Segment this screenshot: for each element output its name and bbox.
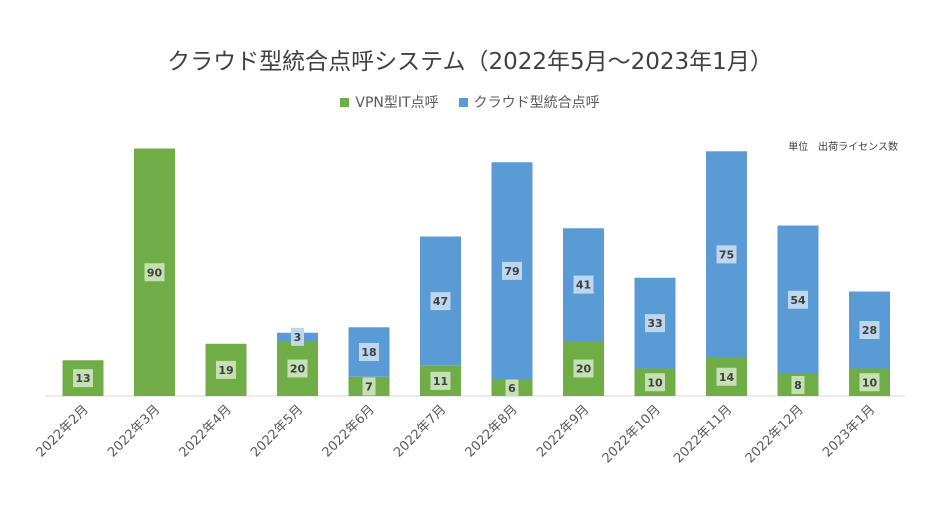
x-tick-label-11: 2023年1月 <box>820 402 878 460</box>
x-tick-label-8: 2022年10月 <box>600 402 664 466</box>
data-label-bg-vpn-4 <box>362 377 376 396</box>
legend-item-vpn: VPN型IT点呼 <box>340 92 439 112</box>
x-tick-label-0: 2022年2月 <box>34 402 92 460</box>
data-label-bg-cloud-7 <box>573 275 594 294</box>
data-label-bg-vpn-10 <box>791 376 805 394</box>
data-label-bg-vpn-11 <box>859 373 880 392</box>
data-label-vpn-9: 14 <box>719 371 735 384</box>
data-label-bg-vpn-2 <box>216 360 236 379</box>
x-tick-label-10: 2022年12月 <box>743 402 807 466</box>
data-label-bg-cloud-6 <box>502 261 522 280</box>
data-label-cloud-6: 79 <box>504 265 519 278</box>
data-label-bg-vpn-7 <box>573 359 594 378</box>
data-label-bg-vpn-1 <box>144 263 165 282</box>
data-label-vpn-7: 20 <box>576 363 592 376</box>
data-label-bg-vpn-8 <box>645 373 665 392</box>
data-label-bg-cloud-8 <box>645 314 665 333</box>
data-label-vpn-11: 10 <box>862 376 878 389</box>
data-label-bg-cloud-4 <box>359 343 379 361</box>
data-label-vpn-0: 13 <box>75 372 90 385</box>
data-label-vpn-8: 10 <box>647 376 663 389</box>
chart-title: クラウド型統合点呼システム（2022年5月～2023年1月） <box>167 49 773 75</box>
legend-swatch-cloud <box>458 97 468 107</box>
data-label-cloud-3: 3 <box>294 331 302 344</box>
data-label-bg-cloud-10 <box>788 290 808 309</box>
data-label-bg-vpn-5 <box>430 371 451 390</box>
data-label-cloud-4: 18 <box>361 346 376 359</box>
data-label-cloud-11: 28 <box>862 324 877 337</box>
data-label-cloud-9: 75 <box>719 248 734 261</box>
data-label-bg-vpn-9 <box>716 367 737 386</box>
data-label-vpn-1: 90 <box>147 266 163 279</box>
data-label-bg-cloud-9 <box>716 245 737 264</box>
data-label-bg-cloud-11 <box>859 321 880 339</box>
legend: VPN型IT点呼 クラウド型統合点呼 <box>0 92 940 112</box>
x-tick-label-4: 2022年6月 <box>320 402 378 460</box>
data-label-vpn-5: 11 <box>433 375 448 388</box>
x-tick-label-2: 2022年4月 <box>177 402 235 460</box>
data-label-vpn-2: 19 <box>218 364 233 377</box>
data-label-bg-vpn-3 <box>287 359 308 378</box>
data-label-vpn-6: 6 <box>508 382 516 395</box>
data-label-cloud-8: 33 <box>647 317 662 330</box>
legend-swatch-vpn <box>340 97 350 107</box>
x-tick-label-5: 2022年7月 <box>391 402 449 460</box>
x-tick-label-1: 2022年3月 <box>105 402 163 460</box>
legend-label-vpn: VPN型IT点呼 <box>355 95 439 111</box>
data-label-bg-cloud-5 <box>430 292 451 311</box>
data-label-vpn-3: 20 <box>290 363 306 376</box>
x-tick-label-6: 2022年8月 <box>463 402 521 460</box>
legend-item-cloud: クラウド型統合点呼 <box>458 92 600 112</box>
unit-note: 単位 出荷ライセンス数 <box>788 142 898 153</box>
data-label-bg-vpn-6 <box>505 378 519 397</box>
data-label-bg-cloud-3 <box>291 327 304 346</box>
legend-label-cloud: クラウド型統合点呼 <box>473 95 600 111</box>
x-tick-label-3: 2022年5月 <box>248 402 306 460</box>
x-tick-label-9: 2022年11月 <box>671 402 735 466</box>
data-label-cloud-7: 41 <box>576 279 591 292</box>
x-tick-label-7: 2022年9月 <box>534 402 592 460</box>
data-label-cloud-5: 47 <box>433 295 448 308</box>
data-label-vpn-4: 7 <box>365 380 373 393</box>
data-label-vpn-10: 8 <box>794 379 802 392</box>
data-label-cloud-10: 54 <box>790 294 806 307</box>
data-label-bg-vpn-0 <box>73 369 93 388</box>
